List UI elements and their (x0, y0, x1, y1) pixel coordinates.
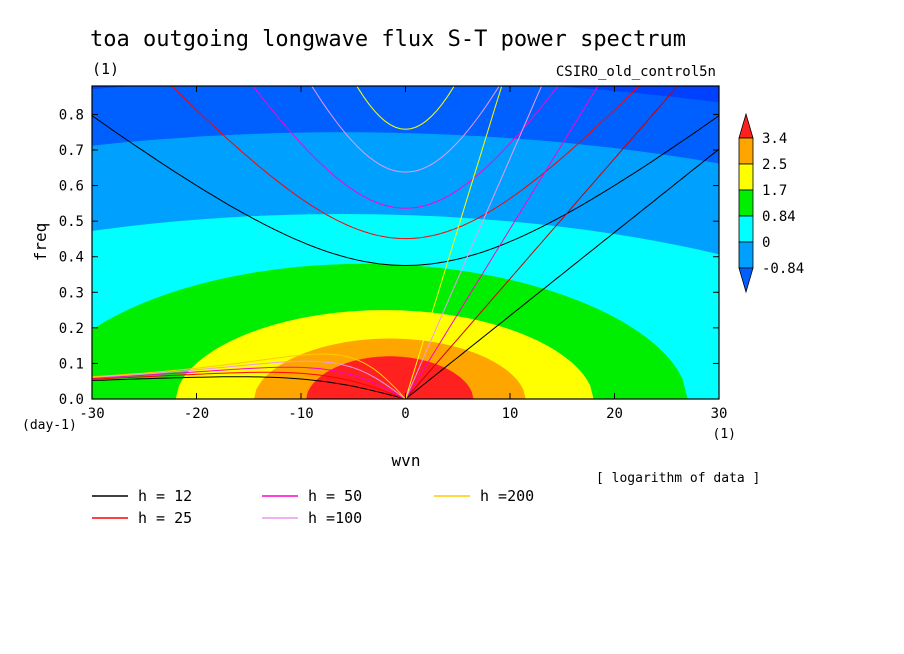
colorbar-box (738, 137, 754, 165)
legend-label: h = 25 (138, 509, 192, 527)
colorbar-box (738, 163, 754, 191)
rossby-curve (92, 371, 406, 399)
colorbar-max-triangle (738, 112, 754, 139)
colorbar-label: 0 (762, 235, 770, 251)
rossby-curve (92, 366, 406, 399)
colorbar-min-triangle (738, 267, 754, 294)
inertia-gravity-curve (92, 115, 719, 267)
y-tick-label: 0.5 (59, 214, 84, 230)
kelvin-curve (405, 148, 719, 399)
inertia-gravity-curve (171, 86, 640, 240)
colorbar-box (738, 189, 754, 217)
rossby-curve (92, 376, 406, 399)
rossby-curve (92, 360, 406, 399)
colorbar-label: 0.84 (762, 209, 796, 225)
colorbar-label: 2.5 (762, 157, 787, 173)
x-tick-label: 10 (502, 406, 519, 422)
x-tick-label: -20 (184, 406, 209, 422)
y-tick-label: 0.2 (59, 321, 84, 337)
y-tick-label: 0.0 (59, 392, 84, 408)
inertia-gravity-curve (252, 86, 559, 209)
y-tick-label: 0.3 (59, 285, 84, 301)
kelvin-curve (405, 86, 679, 399)
y-tick-label: 0.1 (59, 356, 84, 372)
x-tick-label: -10 (288, 406, 313, 422)
x-tick-label: 20 (606, 406, 623, 422)
plot-area (92, 86, 719, 399)
inertia-gravity-curve (356, 86, 455, 130)
kelvin-curve (405, 86, 503, 399)
legend-label: h =100 (308, 509, 362, 527)
colorbar-label: -0.84 (762, 261, 804, 277)
kelvin-curve (405, 86, 543, 399)
rossby-curve (92, 353, 406, 399)
legend-label: h = 50 (308, 487, 362, 505)
contour-fill-level (306, 356, 474, 399)
x-tick-label: -30 (79, 406, 104, 422)
colorbar-label: 3.4 (762, 131, 787, 147)
colorbar-box (738, 215, 754, 243)
y-tick-label: 0.6 (59, 179, 84, 195)
y-axis-units: (day-1) (22, 418, 77, 433)
colorbar-box (738, 241, 754, 269)
chart-title: toa outgoing longwave flux S-T power spe… (90, 27, 686, 52)
x-tick-label: 30 (711, 406, 728, 422)
x-axis-label: wvn (392, 451, 421, 470)
y-tick-label: 0.7 (59, 143, 84, 159)
data-note: [ logarithm of data ] (596, 471, 760, 486)
x-axis-units: (1) (713, 427, 736, 442)
legend: h = 12 h = 25 h = 50 h =100 h =200 (92, 487, 534, 527)
colorbar: 3.4 2.5 1.7 0.84 0 -0.84 (738, 112, 804, 294)
y-tick-label: 0.8 (59, 107, 84, 123)
x-tick-label: 0 (401, 406, 409, 422)
y-tick-label: 0.4 (59, 250, 84, 266)
legend-label: h =200 (480, 487, 534, 505)
dataset-label: CSIRO_old_control5n (556, 64, 716, 80)
inertia-gravity-curve (311, 86, 500, 173)
colorbar-label: 1.7 (762, 183, 787, 199)
kelvin-curve (405, 86, 599, 399)
chart-units: (1) (92, 60, 119, 78)
legend-label: h = 12 (138, 487, 192, 505)
y-axis-label: freq (31, 223, 50, 262)
